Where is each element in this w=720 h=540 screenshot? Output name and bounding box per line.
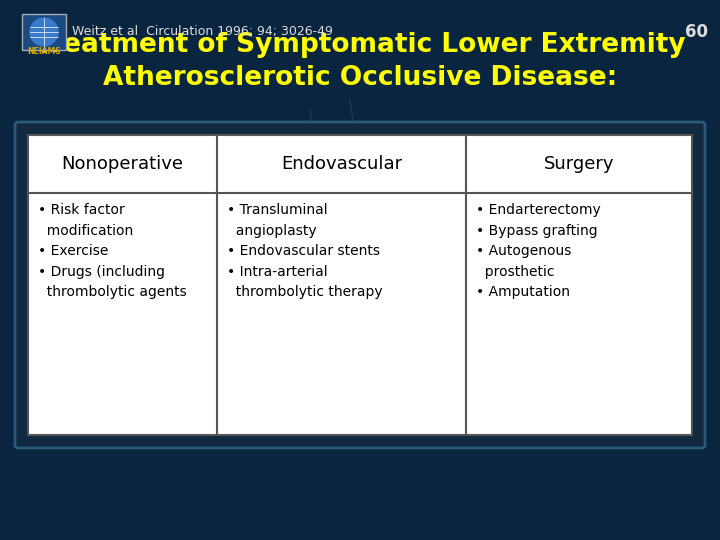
Text: Atherosclerotic Occlusive Disease:: Atherosclerotic Occlusive Disease: — [103, 65, 617, 91]
Text: Weitz et al  Circulation 1996; 94; 3026-49: Weitz et al Circulation 1996; 94; 3026-4… — [72, 25, 333, 38]
Text: • Transluminal
  angioplasty
• Endovascular stents
• Intra-arterial
  thrombolyt: • Transluminal angioplasty • Endovascula… — [228, 203, 383, 299]
Text: • Risk factor
  modification
• Exercise
• Drugs (including
  thrombolytic agents: • Risk factor modification • Exercise • … — [38, 203, 186, 299]
Text: Nonoperative: Nonoperative — [62, 155, 184, 173]
Circle shape — [30, 18, 58, 46]
Text: Treatment of Symptomatic Lower Extremity: Treatment of Symptomatic Lower Extremity — [35, 32, 685, 58]
Text: NEIAMS: NEIAMS — [27, 48, 60, 57]
Bar — [28, 135, 692, 435]
Text: • Endarterectomy
• Bypass grafting
• Autogenous
  prosthetic
• Amputation: • Endarterectomy • Bypass grafting • Aut… — [476, 203, 601, 299]
Text: 60: 60 — [685, 23, 708, 41]
Bar — [22, 14, 66, 50]
Text: Surgery: Surgery — [544, 155, 614, 173]
FancyBboxPatch shape — [15, 122, 705, 448]
Text: Endovascular: Endovascular — [282, 155, 402, 173]
